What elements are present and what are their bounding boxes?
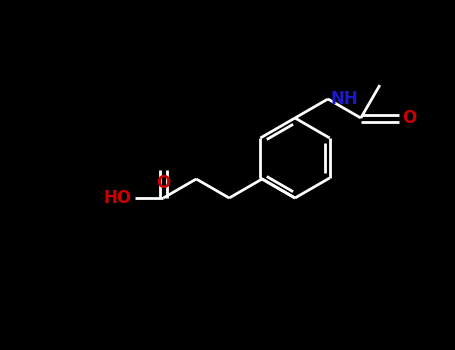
Text: NH: NH [331, 90, 359, 108]
Text: O: O [402, 109, 416, 127]
Text: O: O [156, 175, 171, 193]
Text: HO: HO [104, 189, 132, 207]
